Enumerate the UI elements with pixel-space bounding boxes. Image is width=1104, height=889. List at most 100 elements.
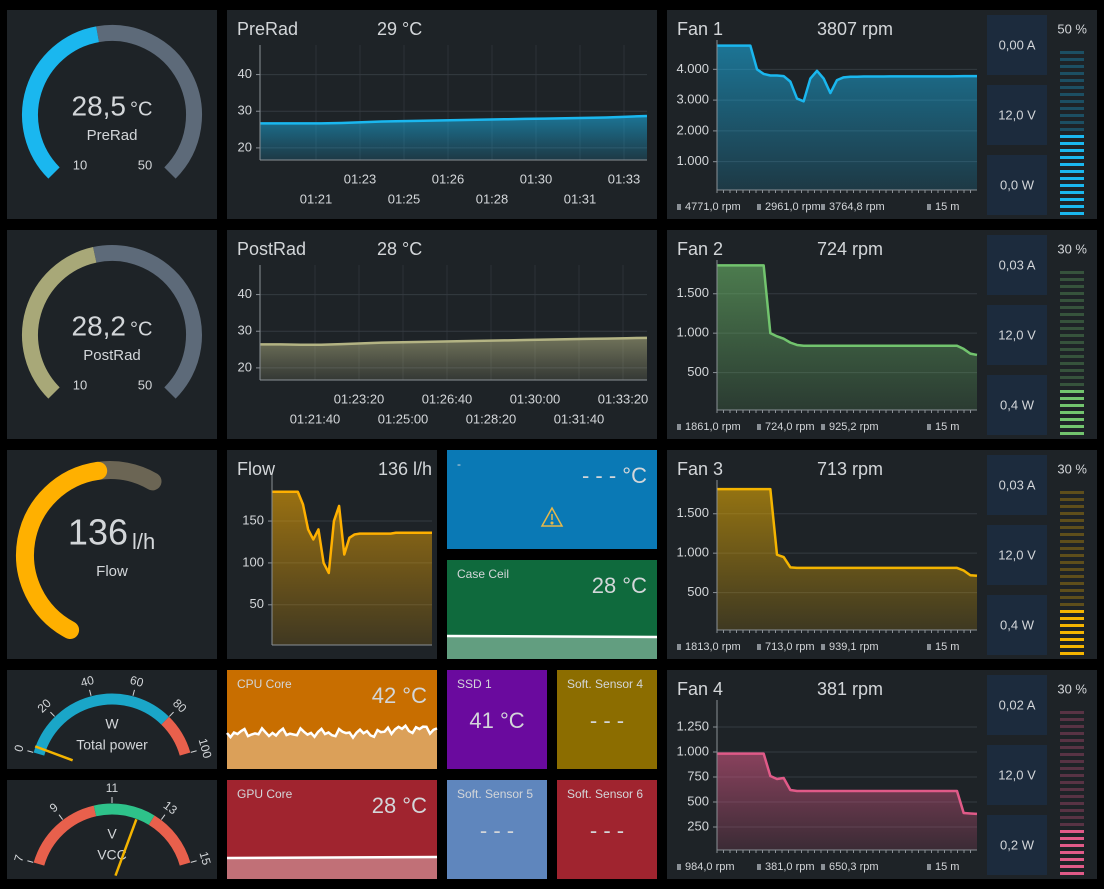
fan-stat: 984,0 rpm [685, 861, 735, 873]
meter-bar [1060, 596, 1084, 599]
tile-reading: 42 °C [372, 683, 427, 708]
series-line [717, 752, 978, 816]
fan-stat: 15 m [935, 201, 959, 213]
meter-bar [1060, 128, 1084, 131]
dial-zone [148, 815, 191, 866]
y-tick-label: 100 [242, 554, 264, 569]
meter-bar [1060, 79, 1084, 82]
meter-bar [1060, 285, 1084, 288]
meter-bar [1060, 512, 1084, 515]
y-tick-label: 1.500 [676, 285, 709, 300]
meter-bar [1060, 718, 1084, 721]
info-box [987, 85, 1047, 145]
gauge-unit: °C [130, 318, 152, 340]
tile-title: SSD 1 [457, 677, 492, 691]
fan-percent: 50 % [1057, 21, 1087, 36]
tile-title: Soft. Sensor 4 [567, 677, 643, 691]
meter-bar [1060, 65, 1084, 68]
stat-icon [757, 644, 761, 650]
warning-triangle [540, 506, 564, 527]
meter-bar [1060, 93, 1084, 96]
stat-icon [821, 644, 825, 650]
tick-mark [190, 860, 197, 863]
x-tick-label: 01:30 [520, 171, 553, 186]
x-tick-label: 01:25 [388, 191, 421, 206]
tile-reading: 28 °C [372, 793, 427, 818]
tile-title: CPU Core [237, 677, 292, 691]
stat-icon [821, 864, 825, 870]
meter-bar [1060, 327, 1084, 330]
gauge-value: 28,5 [72, 90, 127, 121]
spark-line [226, 855, 438, 860]
gauge-label: PostRad [83, 347, 141, 364]
tick-mark [160, 814, 166, 820]
panel [227, 230, 657, 439]
meter-bar [1060, 376, 1084, 379]
fan-reading: 3807 rpm [817, 19, 893, 39]
series-line [272, 490, 432, 575]
dial-unit: V [107, 826, 117, 842]
x-tick-label: 01:21 [300, 191, 333, 206]
x-tick-label: 01:23:20 [334, 391, 385, 406]
meter-bar-lit [1060, 177, 1084, 180]
meter-bar-lit [1060, 142, 1084, 145]
gauge-value-arc [22, 247, 97, 399]
tick-mark [190, 750, 197, 753]
gauge-arc [16, 461, 108, 640]
fan-stat: 15 m [935, 861, 959, 873]
meter-bar [1060, 292, 1084, 295]
y-tick-label: 3.000 [676, 92, 709, 107]
meter-bar [1060, 526, 1084, 529]
meter-bar-lit [1060, 865, 1084, 868]
info-box [987, 815, 1047, 875]
meter-bar [1060, 739, 1084, 742]
tick-mark [50, 711, 55, 717]
area-fill [717, 265, 977, 410]
meter-bar [1060, 72, 1084, 75]
meter-bar [1060, 58, 1084, 61]
panel [7, 230, 217, 439]
meter-bar [1060, 533, 1084, 536]
meter-bar [1060, 313, 1084, 316]
gauge-unit: l/h [132, 529, 155, 554]
gauge-max: 50 [138, 377, 152, 392]
meter-bar [1060, 582, 1084, 585]
meter-bar [1060, 334, 1084, 337]
info-box [987, 375, 1047, 435]
fan-percent: 30 % [1057, 461, 1087, 476]
meter-bar [1060, 802, 1084, 805]
series-line [260, 114, 648, 125]
info-box [987, 235, 1047, 295]
meter-bar-lit [1060, 425, 1084, 428]
gauge-value-arc [22, 26, 100, 179]
meter-bar [1060, 362, 1084, 365]
warning-dot [550, 521, 554, 525]
meter-bar [1060, 781, 1084, 784]
y-tick-label: 2.000 [676, 122, 709, 137]
fan-reading: 381 rpm [817, 679, 883, 699]
spark-fill [227, 857, 437, 879]
meter-bar [1060, 816, 1084, 819]
info-value: 0,03 A [999, 477, 1036, 492]
spark-line [446, 634, 658, 639]
meter-bar [1060, 86, 1084, 89]
meter-bar [1060, 348, 1084, 351]
meter-bar [1060, 760, 1084, 763]
meter-bar [1060, 767, 1084, 770]
tick-mark [132, 689, 135, 696]
y-tick-label: 20 [238, 139, 252, 154]
dial-tick-label: 60 [128, 673, 145, 690]
chart-title: Flow [237, 459, 276, 479]
meter-bar [1060, 540, 1084, 543]
tile-reading: 41 °C [469, 708, 524, 733]
meter-bar [1060, 603, 1084, 606]
fan-title: Fan 3 [677, 459, 723, 479]
meter-bar-lit [1060, 397, 1084, 400]
meter-bar [1060, 369, 1084, 372]
series-line [717, 487, 978, 578]
panel [447, 780, 547, 879]
x-tick-label: 01:21:40 [290, 411, 341, 426]
